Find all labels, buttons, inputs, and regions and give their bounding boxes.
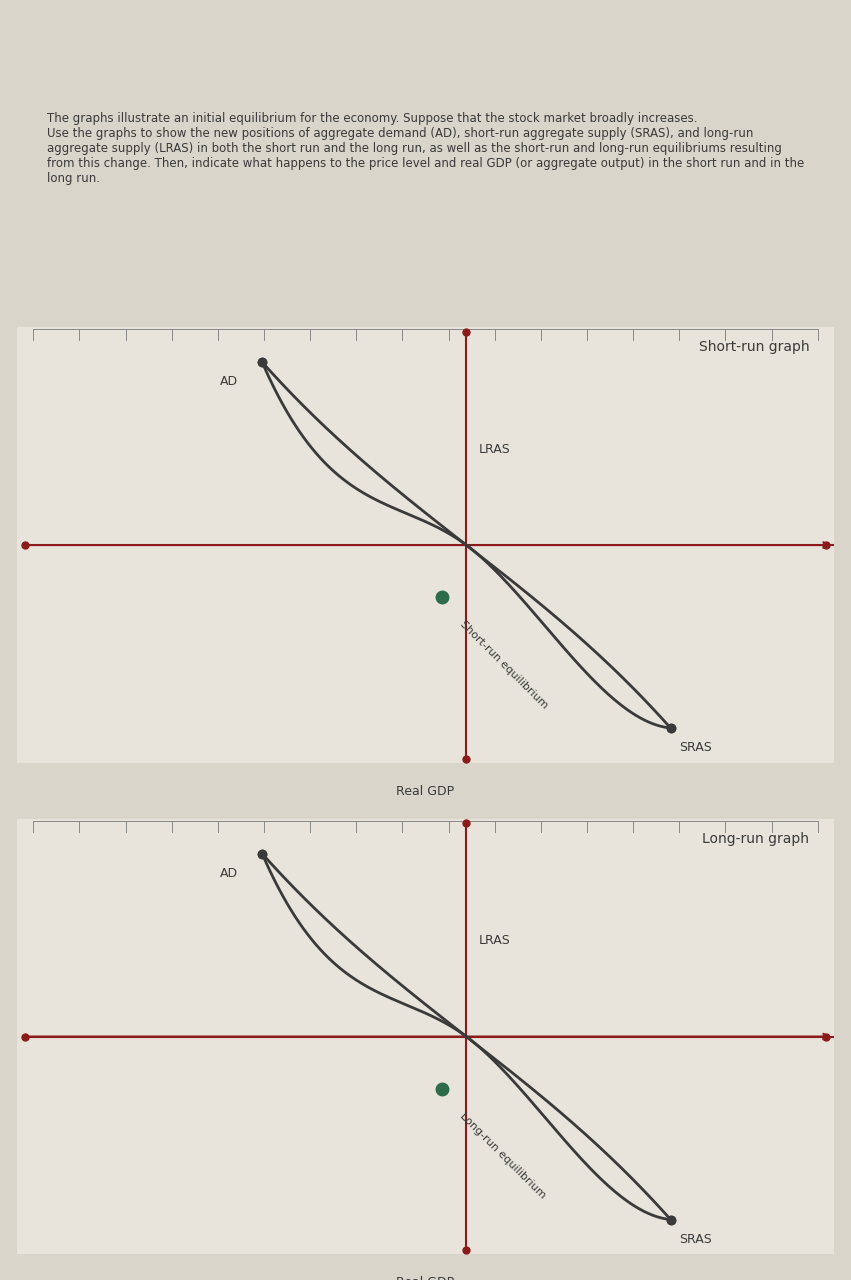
- Text: Short-run equilibrium: Short-run equilibrium: [458, 620, 550, 710]
- Text: AD: AD: [220, 375, 237, 388]
- Text: Short-run graph: Short-run graph: [699, 340, 809, 355]
- Text: LRAS: LRAS: [478, 443, 511, 456]
- Text: Real GDP: Real GDP: [397, 1276, 454, 1280]
- Text: AD: AD: [220, 867, 237, 879]
- Text: The graphs illustrate an initial equilibrium for the economy. Suppose that the s: The graphs illustrate an initial equilib…: [47, 111, 804, 186]
- Text: Long-run graph: Long-run graph: [702, 832, 809, 846]
- Text: Long-run equilibrium: Long-run equilibrium: [458, 1111, 548, 1201]
- Text: LRAS: LRAS: [478, 934, 511, 947]
- Text: Real GDP: Real GDP: [397, 785, 454, 797]
- Text: SRAS: SRAS: [679, 1233, 711, 1245]
- Text: SRAS: SRAS: [679, 741, 711, 754]
